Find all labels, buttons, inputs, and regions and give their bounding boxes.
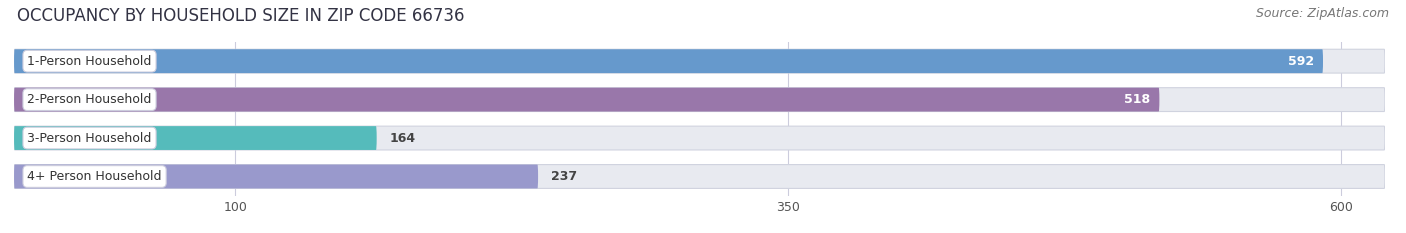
FancyBboxPatch shape: [14, 164, 1385, 188]
FancyBboxPatch shape: [14, 88, 1160, 112]
Text: 164: 164: [389, 132, 416, 144]
Text: 4+ Person Household: 4+ Person Household: [27, 170, 162, 183]
FancyBboxPatch shape: [14, 126, 1385, 150]
Text: 592: 592: [1288, 55, 1315, 68]
FancyBboxPatch shape: [14, 88, 1385, 112]
Text: 1-Person Household: 1-Person Household: [27, 55, 152, 68]
Text: 2-Person Household: 2-Person Household: [27, 93, 152, 106]
Text: Source: ZipAtlas.com: Source: ZipAtlas.com: [1256, 7, 1389, 20]
Text: 3-Person Household: 3-Person Household: [27, 132, 152, 144]
FancyBboxPatch shape: [14, 164, 538, 188]
FancyBboxPatch shape: [14, 49, 1385, 73]
FancyBboxPatch shape: [14, 49, 1323, 73]
FancyBboxPatch shape: [14, 126, 377, 150]
Text: 237: 237: [551, 170, 578, 183]
Text: OCCUPANCY BY HOUSEHOLD SIZE IN ZIP CODE 66736: OCCUPANCY BY HOUSEHOLD SIZE IN ZIP CODE …: [17, 7, 464, 25]
Text: 518: 518: [1125, 93, 1150, 106]
